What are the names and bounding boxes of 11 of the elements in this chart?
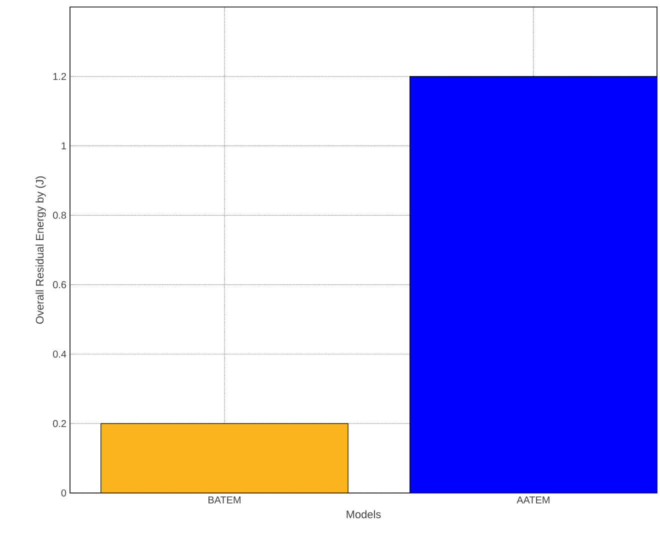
y-tick-label: 0.8 xyxy=(53,212,66,219)
y-tick-label: 0.6 xyxy=(53,281,66,288)
x-tick-label: BATEM xyxy=(208,496,240,504)
x-axis-title: Models xyxy=(346,510,381,518)
y-tick-label: 0.4 xyxy=(53,350,66,358)
y-tick-label: 0.2 xyxy=(53,420,66,428)
y-tick-label: 1 xyxy=(62,142,66,150)
y-tick-label: 1.2 xyxy=(53,72,66,80)
y-tick-label: 0 xyxy=(61,489,66,497)
x-tick-label: AATEM xyxy=(516,496,550,504)
y-axis-title: Overall Residual Energy by (J) xyxy=(36,176,46,324)
